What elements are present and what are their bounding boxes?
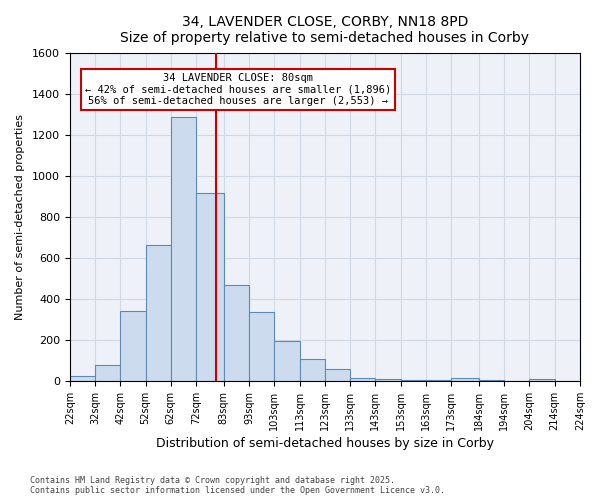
Bar (401, 380, 426, 381)
Bar (121, 312, 146, 381)
Bar (274, 341, 299, 381)
Bar (70, 376, 95, 381)
Y-axis label: Number of semi-detached properties: Number of semi-detached properties (15, 114, 25, 320)
Title: 34, LAVENDER CLOSE, CORBY, NN18 8PD
Size of property relative to semi-detached h: 34, LAVENDER CLOSE, CORBY, NN18 8PD Size… (121, 15, 529, 45)
Bar (171, 117, 196, 381)
Bar (376, 379, 401, 381)
Bar (224, 284, 249, 381)
Bar (325, 368, 350, 381)
Bar (95, 364, 121, 381)
Bar (196, 192, 224, 381)
Text: Contains HM Land Registry data © Crown copyright and database right 2025.
Contai: Contains HM Land Registry data © Crown c… (30, 476, 445, 495)
Bar (350, 378, 376, 381)
Bar (146, 245, 171, 381)
Bar (479, 380, 504, 381)
X-axis label: Distribution of semi-detached houses by size in Corby: Distribution of semi-detached houses by … (156, 437, 494, 450)
Bar (451, 378, 479, 381)
Bar (249, 312, 274, 381)
Bar (529, 379, 555, 381)
Text: 34 LAVENDER CLOSE: 80sqm
← 42% of semi-detached houses are smaller (1,896)
56% o: 34 LAVENDER CLOSE: 80sqm ← 42% of semi-d… (85, 73, 391, 106)
Bar (299, 360, 325, 381)
Bar (426, 380, 451, 381)
